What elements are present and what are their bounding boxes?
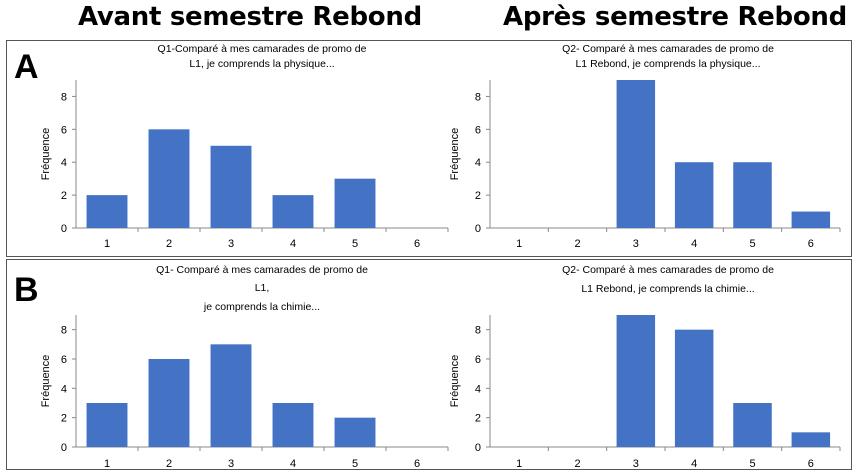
x-tick-label: 2 <box>574 458 580 470</box>
y-tick-label: 2 <box>475 413 481 425</box>
panel-label-a: A <box>14 48 39 86</box>
chart-title-line: Q1- Comparé à mes camarades de promo de <box>156 264 368 276</box>
bar-5 <box>733 162 772 228</box>
x-tick-label: 5 <box>749 458 755 470</box>
bar-6 <box>791 432 831 447</box>
y-tick-label: 8 <box>475 91 481 103</box>
y-tick-label: 0 <box>61 442 67 454</box>
y-tick-label: 8 <box>475 325 481 337</box>
x-tick-label: 5 <box>352 238 358 250</box>
bar-4 <box>674 162 714 228</box>
chart-title-line: L1, <box>255 282 270 294</box>
chart-title-line: je comprends la chimie... <box>203 301 320 313</box>
chart-title-line: L1 Rebond, je comprends la physique... <box>575 58 760 70</box>
y-tick-label: 2 <box>61 190 67 202</box>
bar-4 <box>674 329 714 447</box>
bar-4 <box>272 403 314 447</box>
panel-label-b: B <box>14 271 39 309</box>
x-tick-label: 3 <box>228 238 234 250</box>
x-tick-label: 6 <box>808 238 814 250</box>
chart-title-line: L1 Rebond, je comprends la chimie... <box>581 283 754 295</box>
x-tick-label: 2 <box>166 458 172 470</box>
bar-5 <box>334 417 376 447</box>
x-tick-label: 1 <box>104 238 110 250</box>
x-tick-label: 4 <box>691 238 697 250</box>
header-after-rebond: Après semestre Rebond <box>503 2 847 32</box>
y-tick-label: 6 <box>61 354 67 366</box>
x-tick-label: 1 <box>104 458 110 470</box>
x-tick-label: 1 <box>516 238 522 250</box>
y-axis-label: Fréquence <box>40 128 52 181</box>
x-tick-label: 6 <box>414 238 420 250</box>
x-tick-label: 3 <box>633 238 639 250</box>
x-tick-label: 2 <box>166 238 172 250</box>
chart-title-line: L1, je comprends la physique... <box>189 58 334 70</box>
bar-5 <box>733 403 772 447</box>
y-tick-label: 6 <box>475 354 481 366</box>
bar-3 <box>210 145 252 228</box>
chart-title-line: Q1-Comparé à mes camarades de promo de <box>158 43 367 55</box>
bar-3 <box>616 315 656 447</box>
y-axis-label: Fréquence <box>40 355 52 408</box>
y-tick-label: 0 <box>475 442 481 454</box>
x-tick-label: 4 <box>691 458 697 470</box>
header-before-rebond: Avant semestre Rebond <box>78 2 422 32</box>
y-tick-label: 2 <box>61 413 67 425</box>
x-tick-label: 1 <box>516 458 522 470</box>
bar-6 <box>791 211 831 228</box>
x-tick-label: 2 <box>574 238 580 250</box>
y-tick-label: 6 <box>61 124 67 136</box>
y-tick-label: 0 <box>61 223 67 235</box>
bar-1 <box>86 195 128 228</box>
y-axis-label: Fréquence <box>449 128 461 181</box>
x-tick-label: 5 <box>352 458 358 470</box>
bar-3 <box>616 80 656 228</box>
y-axis-label: Fréquence <box>449 355 461 408</box>
y-tick-label: 6 <box>475 124 481 136</box>
y-tick-label: 8 <box>61 325 67 337</box>
bar-1 <box>86 403 128 447</box>
x-tick-label: 6 <box>808 458 814 470</box>
y-tick-label: 4 <box>61 157 67 169</box>
chart-title-line: Q2- Comparé à mes camarades de promo de <box>562 264 774 276</box>
x-tick-label: 5 <box>749 238 755 250</box>
x-tick-label: 4 <box>290 238 296 250</box>
x-tick-label: 3 <box>633 458 639 470</box>
chart-title-line: Q2- Comparé à mes camarades de promo de <box>562 43 774 55</box>
y-tick-label: 0 <box>475 223 481 235</box>
x-tick-label: 6 <box>414 458 420 470</box>
x-tick-label: 3 <box>228 458 234 470</box>
y-tick-label: 4 <box>475 383 481 395</box>
panel-a-frame <box>6 40 852 257</box>
bar-2 <box>148 129 190 228</box>
bar-4 <box>272 195 314 228</box>
y-tick-label: 4 <box>61 383 67 395</box>
bar-3 <box>210 344 252 447</box>
bar-5 <box>334 178 376 228</box>
x-tick-label: 4 <box>290 458 296 470</box>
y-tick-label: 2 <box>475 190 481 202</box>
panel-b-frame <box>6 259 852 470</box>
y-tick-label: 8 <box>61 91 67 103</box>
bar-2 <box>148 359 190 447</box>
y-tick-label: 4 <box>475 157 481 169</box>
